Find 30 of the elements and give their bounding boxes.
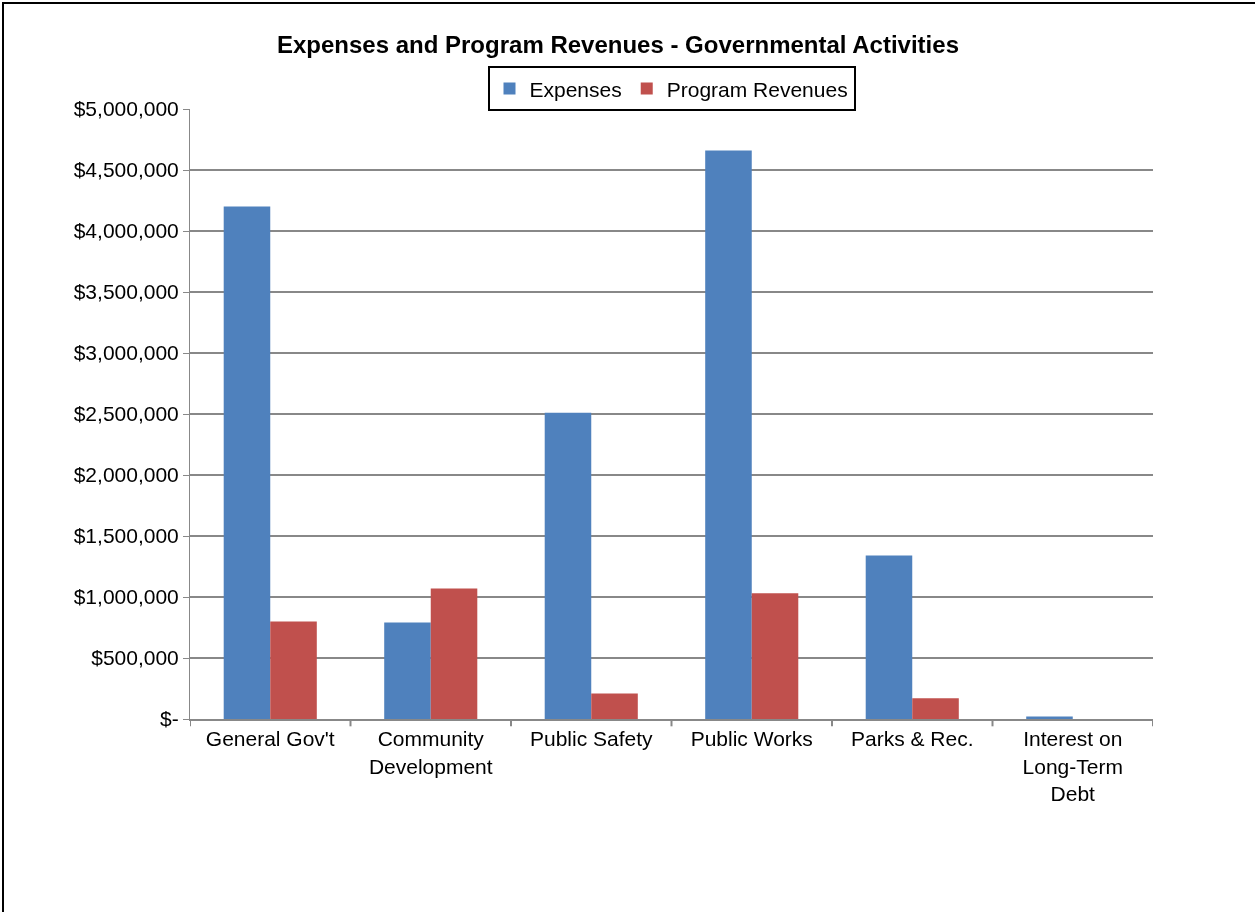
bar [705,150,752,719]
y-tick-label: $5,000,000 [73,97,179,121]
x-tick-label: Public Safety [529,727,654,751]
bar [270,621,317,719]
y-tick-label: $1,000,000 [73,585,179,609]
y-tick-label: $3,500,000 [73,280,179,304]
y-tick-label: $- [160,707,179,731]
y-tick-label: $3,000,000 [73,341,179,365]
x-tick-label: General Gov't [205,727,335,751]
y-tick-label: $2,000,000 [73,463,179,487]
bar [430,588,478,719]
y-tick-label: $2,500,000 [73,402,179,426]
y-tick-label: $4,000,000 [73,219,179,243]
x-tick-label: Interest on Long-Term Debt [1022,727,1123,805]
y-tick-label: $4,500,000 [73,158,179,182]
x-tick-label: Community Development [368,727,493,778]
bar [384,622,431,719]
chart-title: Expenses and Program Revenues - Governmental Activities [276,30,959,58]
bar [591,693,638,719]
y-tick-label: $500,000 [91,646,179,670]
bar [865,555,913,719]
bar [223,206,271,719]
legend-label: Expenses [529,77,622,101]
bar [544,412,592,719]
x-tick-label: Parks & Rec. [850,727,974,751]
legend-label: Program Revenues [666,77,848,101]
bar [912,698,959,719]
x-tick-label: Public Works [690,727,813,751]
y-tick-label: $1,500,000 [73,524,179,548]
bar [751,593,799,719]
